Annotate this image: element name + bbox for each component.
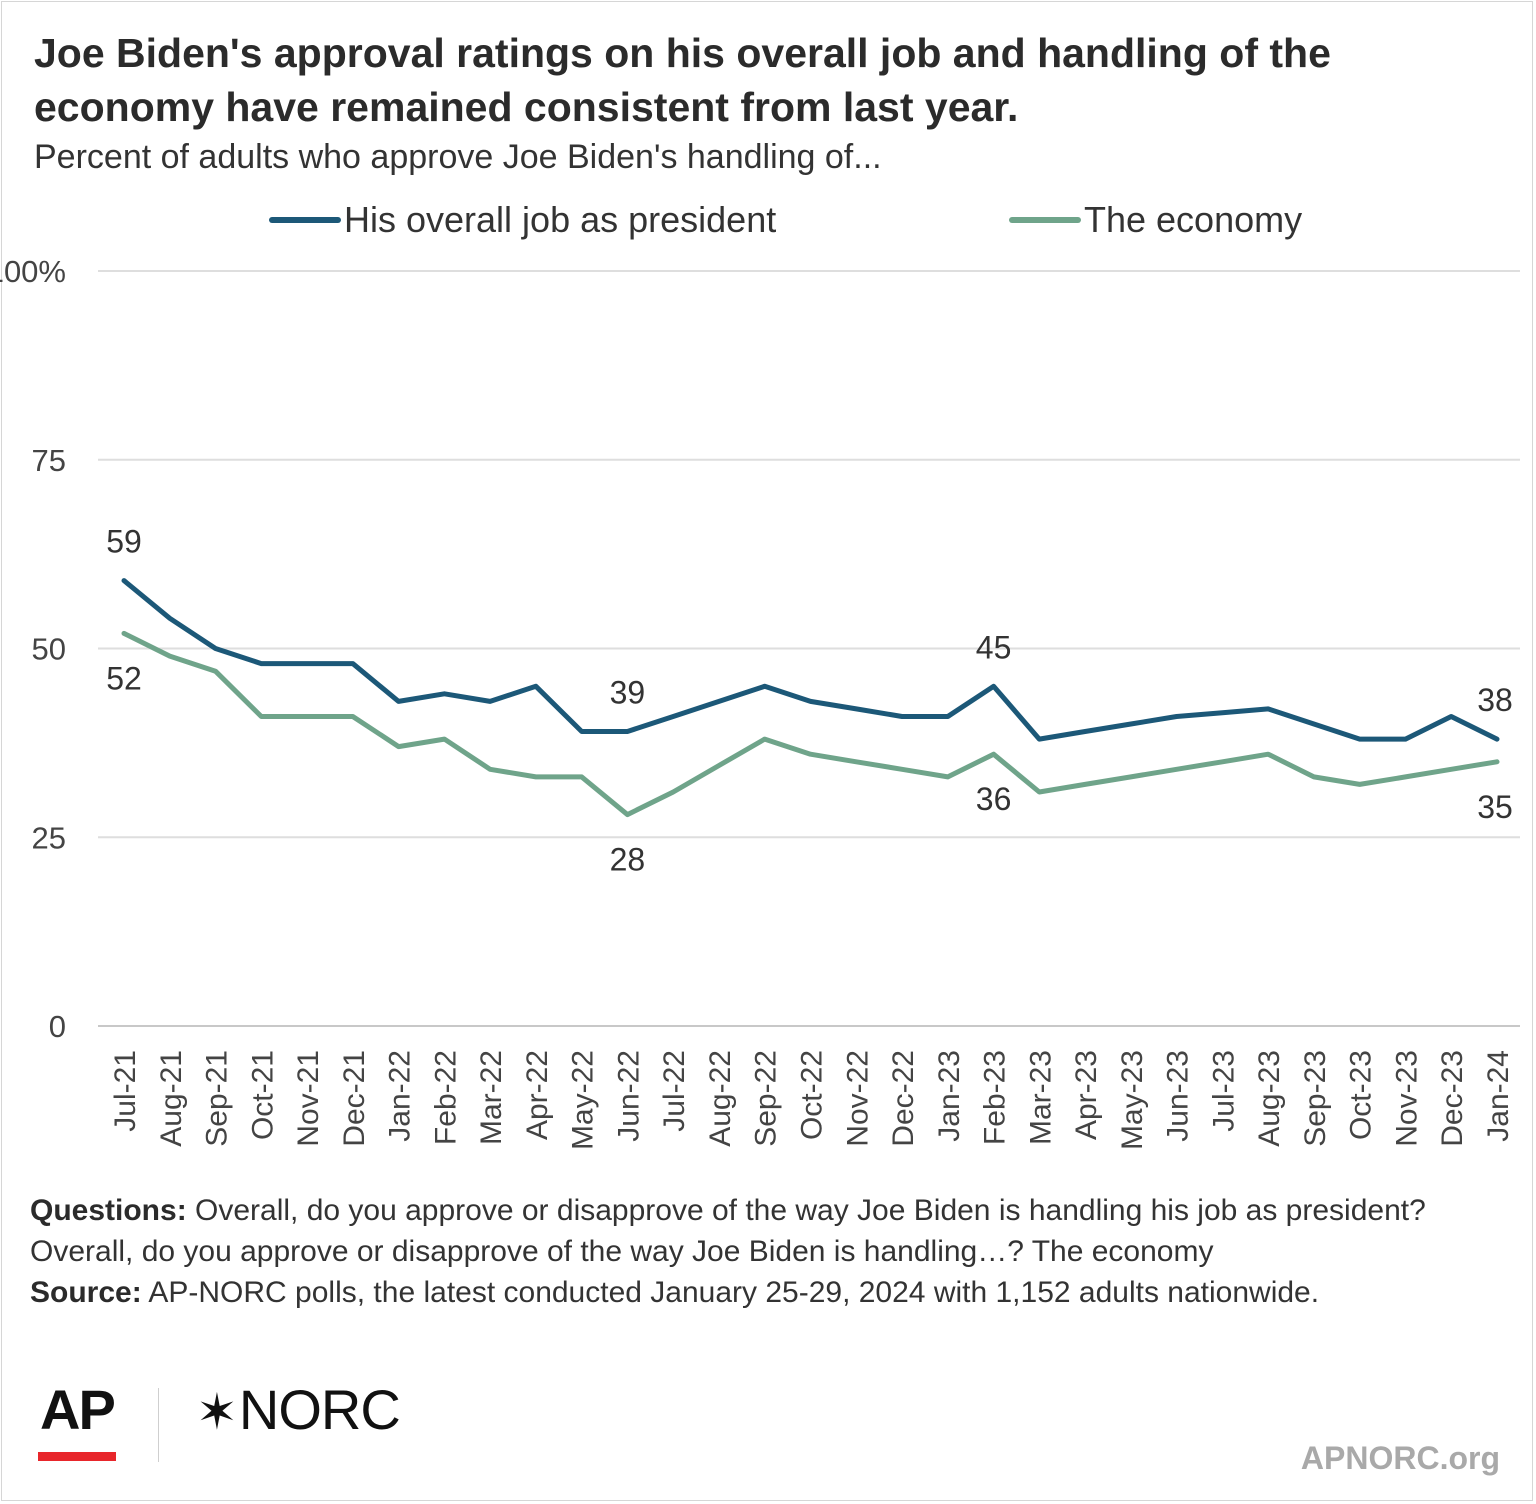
- chart-gridlines: [98, 270, 1520, 1027]
- x-tick-label: Dec-22: [887, 1050, 920, 1147]
- x-axis: Jul-21 Aug-21 Sep-21 Oct-21 Nov-21 Dec-21 Jan-…: [109, 1050, 1515, 1150]
- x-tick-label: Mar-22: [475, 1050, 508, 1145]
- data-labels: 59 39 45 38 52 28 36 35: [106, 524, 1513, 878]
- data-label: 28: [610, 842, 646, 878]
- x-tick-label: Jul-22: [658, 1050, 691, 1132]
- data-label: 36: [976, 781, 1012, 817]
- x-tick-label: May-22: [567, 1050, 600, 1150]
- y-axis: 0 25 50 75 100%: [0, 254, 66, 1044]
- norc-logo: ✶NORC: [196, 1378, 401, 1444]
- x-tick-label: Mar-23: [1024, 1050, 1057, 1145]
- x-tick-label: Oct-21: [246, 1050, 279, 1140]
- x-tick-label: Jul-23: [1207, 1050, 1240, 1132]
- data-label: 38: [1477, 682, 1513, 718]
- data-label: 45: [976, 629, 1012, 665]
- x-tick-label: Aug-22: [704, 1050, 737, 1147]
- logo-divider: [158, 1388, 159, 1462]
- x-tick-label: Jan-24: [1482, 1050, 1515, 1142]
- x-tick-label: Jun-23: [1162, 1050, 1195, 1142]
- x-tick-label: Dec-21: [338, 1050, 371, 1147]
- legend-label-economy: The economy: [1084, 199, 1302, 240]
- data-label: 39: [610, 675, 646, 711]
- site-link[interactable]: APNORC.org: [1300, 1440, 1500, 1476]
- y-tick-label: 50: [32, 632, 66, 667]
- norc-logo-text: NORC: [238, 1378, 401, 1441]
- x-tick-label: Nov-23: [1390, 1050, 1423, 1147]
- ap-logo: AP: [40, 1378, 116, 1441]
- source-label: Source:: [30, 1276, 142, 1309]
- chart-notes: Questions: Overall, do you approve or di…: [30, 1190, 1500, 1313]
- questions-label: Questions:: [30, 1194, 187, 1227]
- source-text: AP-NORC polls, the latest conducted Janu…: [141, 1276, 1320, 1309]
- data-label: 35: [1477, 789, 1513, 825]
- data-label: 59: [106, 524, 142, 560]
- x-tick-label: Feb-22: [429, 1050, 462, 1145]
- series-line-overall-job: [121, 578, 1500, 742]
- legend-label-overall-job: His overall job as president: [344, 199, 776, 240]
- x-tick-label: Jul-21: [109, 1050, 142, 1132]
- line-chart: His overall job as president The economy …: [0, 199, 1520, 1150]
- chart-series: [121, 578, 1500, 818]
- x-tick-label: Apr-23: [1070, 1050, 1103, 1140]
- x-tick-label: Oct-22: [796, 1050, 829, 1140]
- series-line-economy: [121, 630, 1500, 818]
- x-tick-label: Aug-23: [1253, 1050, 1286, 1147]
- questions-text: Overall, do you approve or disapprove of…: [30, 1194, 1426, 1268]
- x-tick-label: Nov-21: [292, 1050, 325, 1147]
- x-tick-label: May-23: [1116, 1050, 1149, 1150]
- x-tick-label: Jan-22: [384, 1050, 417, 1142]
- x-tick-label: Sep-23: [1299, 1050, 1332, 1147]
- chart-title: Joe Biden's approval ratings on his over…: [34, 30, 1331, 130]
- x-tick-label: Jun-22: [612, 1050, 645, 1142]
- ap-logo-bar: [38, 1452, 116, 1461]
- x-tick-label: Aug-21: [155, 1050, 188, 1147]
- x-tick-label: Nov-22: [841, 1050, 874, 1147]
- x-tick-label: Dec-23: [1436, 1050, 1469, 1147]
- x-tick-label: Feb-23: [979, 1050, 1012, 1145]
- x-tick-label: Apr-22: [521, 1050, 554, 1140]
- data-label: 52: [106, 660, 142, 696]
- questions-note: Questions: Overall, do you approve or di…: [30, 1190, 1500, 1272]
- chart-subtitle: Percent of adults who approve Joe Biden'…: [34, 138, 882, 176]
- x-tick-label: Jan-23: [933, 1050, 966, 1142]
- star-burst-icon: ✶: [196, 1384, 238, 1440]
- y-tick-label: 0: [49, 1009, 66, 1044]
- y-tick-label: 100%: [0, 254, 66, 289]
- x-tick-label: Oct-23: [1345, 1050, 1378, 1140]
- y-tick-label: 25: [32, 820, 66, 855]
- source-note: Source: AP-NORC polls, the latest conduc…: [30, 1272, 1500, 1313]
- chart-legend: His overall job as president The economy: [269, 199, 1302, 240]
- x-tick-label: Sep-21: [201, 1050, 234, 1147]
- x-tick-label: Sep-22: [750, 1050, 783, 1147]
- y-tick-label: 75: [32, 443, 66, 478]
